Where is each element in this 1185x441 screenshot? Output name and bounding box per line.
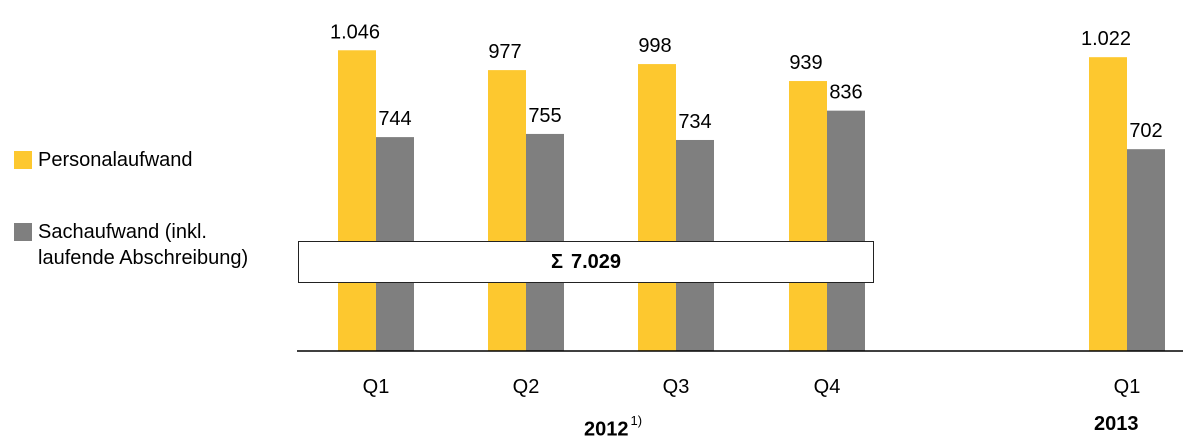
footnote-marker: 1) — [630, 413, 643, 428]
x-tick-label-2: Q2 — [513, 376, 540, 398]
legend-swatch-personalaufwand — [14, 151, 32, 169]
bar-sachaufwand-4 — [827, 110, 865, 352]
bar-sachaufwand-5 — [1127, 149, 1165, 351]
year-2013-text: 2013 — [1094, 413, 1139, 435]
data-label-personalaufwand-1: 1.046 — [330, 21, 380, 43]
x-tick-label-5: Q1 — [1114, 376, 1141, 398]
x-tick-label-3: Q3 — [663, 376, 690, 398]
legend-swatch-sachaufwand — [14, 223, 32, 241]
legend-label-sachaufwand: Sachaufwand (inkl. laufende Abschreibung… — [38, 219, 248, 271]
bar-personalaufwand-1 — [338, 50, 376, 352]
year-2012-text: 2012 — [584, 418, 629, 441]
data-label-personalaufwand-4: 939 — [789, 52, 822, 74]
bar-personalaufwand-5 — [1089, 57, 1127, 352]
bar-personalaufwand-3 — [638, 64, 676, 351]
data-label-sachaufwand-2: 755 — [528, 105, 561, 127]
legend-label-sachaufwand-line2: laufende Abschreibung) — [38, 247, 249, 269]
data-label-personalaufwand-3: 998 — [638, 35, 671, 57]
sigma-symbol: Σ — [550, 250, 563, 273]
data-label-sachaufwand-4: 836 — [829, 82, 862, 104]
legend-item-personalaufwand: Personalaufwand — [14, 147, 193, 173]
data-label-sachaufwand-5: 702 — [1129, 120, 1162, 142]
sum-annotation-box: Σ 7.029 — [298, 241, 874, 283]
legend-label-personalaufwand: Personalaufwand — [38, 149, 193, 171]
x-tick-label-1: Q1 — [363, 376, 390, 398]
legend-label-sachaufwand-line1: Sachaufwand (inkl. — [38, 221, 207, 243]
sum-value: 7.029 — [570, 250, 622, 273]
x-tick-label-4: Q4 — [814, 376, 841, 398]
year-label-2013: 2013 — [1094, 414, 1139, 434]
bar-personalaufwand-4 — [789, 81, 827, 351]
year-label-2012: 2012 1) — [584, 413, 643, 441]
legend-item-sachaufwand: Sachaufwand (inkl. laufende Abschreibung… — [14, 219, 248, 271]
data-label-personalaufwand-5: 1.022 — [1081, 28, 1131, 50]
data-label-personalaufwand-2: 977 — [488, 41, 521, 63]
data-label-sachaufwand-3: 734 — [678, 111, 711, 133]
data-label-sachaufwand-1: 744 — [378, 108, 411, 130]
bar-personalaufwand-2 — [488, 70, 526, 352]
